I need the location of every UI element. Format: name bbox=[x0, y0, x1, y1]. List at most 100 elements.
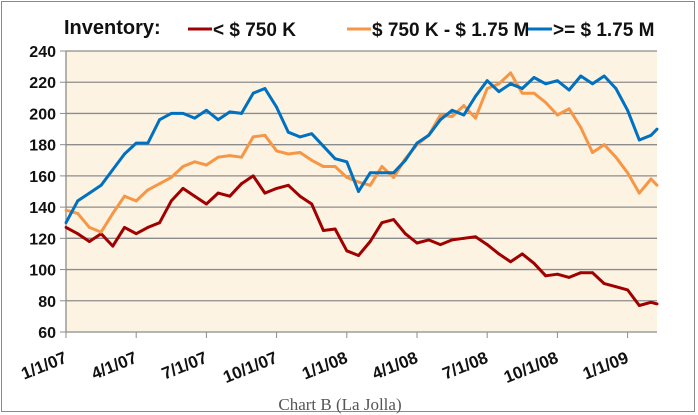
data-point bbox=[509, 82, 512, 86]
data-point bbox=[579, 126, 583, 129]
data-point bbox=[169, 112, 173, 115]
x-tick-label: 4/1/08 bbox=[370, 348, 421, 383]
data-point bbox=[228, 154, 232, 157]
data-point bbox=[286, 183, 290, 187]
data-point bbox=[614, 155, 618, 159]
data-point bbox=[216, 191, 220, 195]
data-point bbox=[286, 152, 290, 156]
x-tick-label: 7/1/08 bbox=[440, 348, 491, 383]
data-point bbox=[205, 108, 208, 112]
legend-label-2: >= $ 1.75 M bbox=[553, 20, 654, 41]
data-point bbox=[64, 221, 68, 225]
data-point bbox=[181, 165, 185, 168]
data-point bbox=[520, 252, 524, 256]
data-point bbox=[368, 171, 372, 175]
y-tick-label: 240 bbox=[29, 44, 56, 61]
data-point bbox=[275, 149, 278, 153]
data-point bbox=[655, 127, 659, 131]
plot-area bbox=[66, 51, 657, 332]
data-point bbox=[123, 194, 126, 198]
data-point bbox=[532, 91, 536, 95]
data-point bbox=[439, 118, 442, 122]
data-point bbox=[88, 191, 91, 195]
data-point bbox=[450, 108, 454, 112]
series-line-0 bbox=[65, 174, 658, 307]
data-point bbox=[532, 76, 536, 79]
data-point bbox=[310, 202, 314, 206]
y-tick-label: 140 bbox=[29, 200, 56, 217]
data-point bbox=[146, 226, 150, 229]
data-point bbox=[275, 105, 278, 109]
data-point bbox=[655, 302, 659, 306]
data-point bbox=[298, 151, 302, 154]
data-point bbox=[64, 208, 68, 212]
data-point bbox=[649, 300, 653, 304]
data-point bbox=[415, 241, 419, 245]
data-point bbox=[205, 202, 208, 206]
data-point bbox=[520, 91, 524, 95]
data-point bbox=[474, 235, 477, 239]
data-point bbox=[205, 163, 208, 167]
x-tick-label: 1/1/08 bbox=[299, 348, 350, 383]
data-point bbox=[544, 274, 548, 278]
y-tick-label: 220 bbox=[29, 75, 56, 92]
data-point bbox=[263, 87, 267, 90]
data-point bbox=[392, 176, 395, 179]
data-point bbox=[158, 182, 162, 186]
data-point bbox=[649, 133, 653, 137]
data-point bbox=[579, 74, 583, 78]
data-point bbox=[251, 91, 255, 95]
y-tick-label: 60 bbox=[38, 325, 56, 342]
data-point bbox=[415, 141, 419, 145]
data-point bbox=[380, 221, 384, 225]
data-point bbox=[532, 261, 536, 265]
x-tick-label: 1/1/09 bbox=[580, 348, 631, 383]
data-point bbox=[368, 240, 372, 243]
data-point bbox=[403, 232, 407, 236]
y-tick-label: 160 bbox=[29, 169, 56, 186]
data-point bbox=[345, 160, 349, 164]
data-point bbox=[251, 174, 255, 178]
data-point bbox=[286, 130, 290, 134]
data-point bbox=[556, 79, 559, 83]
chart-caption: Chart B (La Jolla) bbox=[278, 395, 401, 414]
data-point bbox=[181, 112, 185, 115]
data-point bbox=[427, 238, 431, 242]
data-point bbox=[193, 160, 197, 164]
data-point bbox=[263, 191, 267, 195]
data-point bbox=[322, 165, 325, 168]
data-point bbox=[169, 199, 173, 203]
data-point bbox=[403, 158, 407, 162]
data-point bbox=[158, 221, 162, 225]
data-point bbox=[439, 113, 442, 117]
data-point bbox=[474, 94, 477, 98]
data-point bbox=[614, 285, 618, 289]
y-tick-label: 100 bbox=[29, 263, 56, 280]
data-point bbox=[509, 260, 512, 264]
data-point bbox=[111, 168, 115, 172]
data-point bbox=[368, 183, 372, 187]
data-point bbox=[556, 272, 559, 276]
data-point bbox=[392, 218, 395, 222]
data-point bbox=[76, 199, 80, 203]
data-point bbox=[88, 226, 91, 229]
x-tick-label: 4/1/07 bbox=[89, 348, 140, 383]
data-point bbox=[333, 227, 337, 231]
legend-label-1: $ 750 K - $ 1.75 M bbox=[372, 20, 529, 41]
data-point bbox=[158, 118, 162, 122]
data-point bbox=[333, 165, 337, 168]
data-point bbox=[88, 240, 91, 243]
data-point bbox=[134, 141, 138, 145]
y-tick-label: 200 bbox=[29, 106, 56, 123]
x-tick-label: 10/1/07 bbox=[220, 348, 280, 387]
x-tick-label: 10/1/08 bbox=[501, 348, 561, 387]
data-point bbox=[485, 243, 489, 246]
y-tick-label: 180 bbox=[29, 138, 56, 155]
x-tick-label: 1/1/07 bbox=[19, 348, 70, 383]
data-point bbox=[216, 155, 220, 159]
data-point bbox=[193, 116, 197, 120]
y-tick-label: 80 bbox=[38, 294, 56, 311]
data-point bbox=[216, 118, 220, 122]
data-point bbox=[591, 82, 594, 86]
